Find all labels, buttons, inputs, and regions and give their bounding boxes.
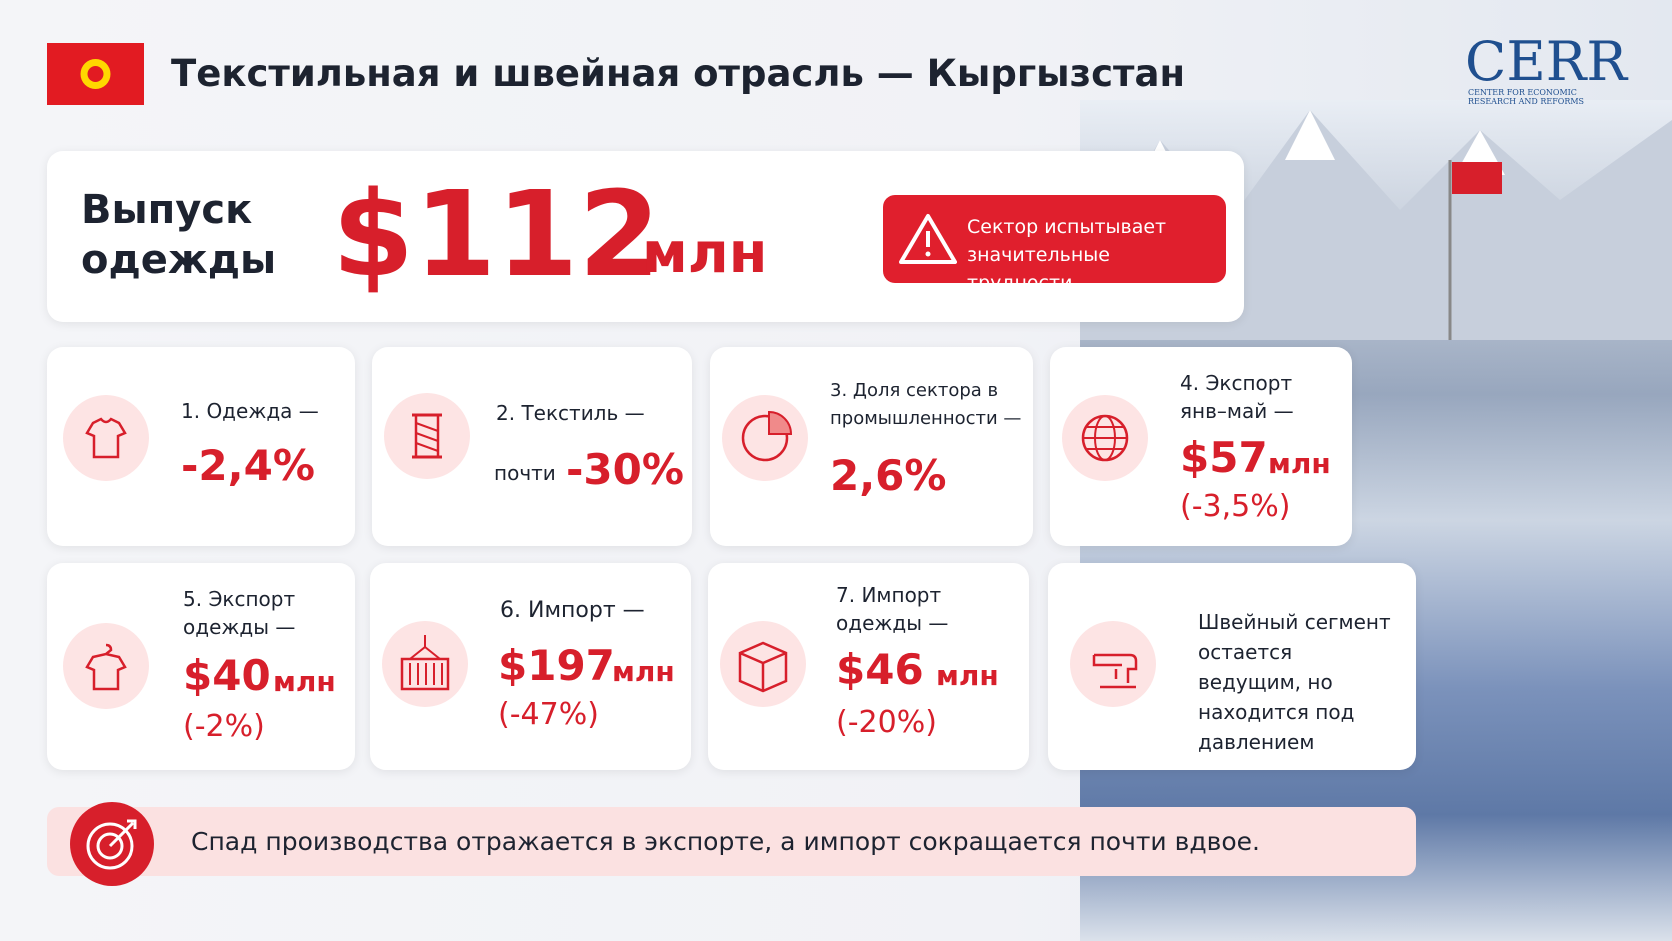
- card-unit: млн: [612, 655, 675, 688]
- stat-card: 4. Экспорт янв–май — $57 млн (-3,5%): [1050, 347, 1352, 546]
- card-unit: млн: [273, 665, 336, 698]
- flag: [47, 43, 144, 105]
- logo: CERR: [1465, 30, 1628, 93]
- card-unit: млн: [936, 659, 999, 692]
- stat-card: 2. Текстиль — почти -30%: [372, 347, 692, 546]
- hero-value: $112: [332, 165, 661, 303]
- hero-label: Выпуск одежды: [81, 187, 277, 283]
- card-label: 3. Доля сектора в промышленности —: [830, 380, 1022, 429]
- warning-icon: [899, 214, 957, 264]
- alert-box: Сектор испытывает значительные трудности: [883, 195, 1226, 294]
- card-value: $46: [836, 645, 924, 694]
- icon: [720, 621, 806, 707]
- stat-card: 1. Одежда — -2,4%: [47, 347, 355, 546]
- card-prefix: почти: [494, 461, 556, 485]
- icon: [63, 395, 149, 481]
- icon: [382, 621, 468, 707]
- hero-card: Выпуск одежды $112 млн Сектор испытывает…: [47, 151, 1244, 322]
- icon: [384, 393, 470, 479]
- card-change: (-2%): [183, 709, 265, 744]
- card-value: $57: [1180, 433, 1268, 482]
- card-unit: млн: [1268, 447, 1331, 480]
- card-value: $197: [498, 641, 615, 690]
- card-label: 4. Экспорт янв–май —: [1180, 371, 1294, 423]
- card-value: $40: [183, 651, 271, 700]
- footer-text: Спад производства отражается в экспорте,…: [191, 827, 1260, 856]
- target-icon: [70, 802, 154, 886]
- stat-card: 6. Импорт — $197 млн (-47%): [370, 563, 691, 770]
- logo-subtitle: CENTER FOR ECONOMIC RESEARCH AND REFORMS: [1468, 88, 1585, 106]
- hero-unit: млн: [642, 221, 768, 286]
- card-change: (-20%): [836, 705, 937, 740]
- card-value: -30%: [566, 445, 684, 494]
- info-card: Швейный сегмент остается ведущим, но нах…: [1048, 563, 1416, 770]
- card-value: 2,6%: [830, 451, 947, 500]
- card-label: 1. Одежда —: [181, 399, 319, 423]
- stat-card: 5. Экспорт одежды — $40 млн (-2%): [47, 563, 355, 770]
- info-text: Швейный сегмент остается ведущим, но нах…: [1198, 610, 1391, 754]
- icon: [1062, 395, 1148, 481]
- icon: [1070, 621, 1156, 707]
- card-change: (-47%): [498, 697, 599, 732]
- title: Текстильная и швейная отрасль — Кыргызст…: [171, 52, 1186, 95]
- icon: [722, 395, 808, 481]
- stat-card: 3. Доля сектора в промышленности — 2,6%: [710, 347, 1033, 546]
- card-label: 7. Импорт одежды —: [836, 583, 949, 635]
- card-label: 6. Импорт —: [500, 598, 645, 623]
- icon: [63, 623, 149, 709]
- alert-text: Сектор испытывает значительные трудности: [967, 216, 1167, 294]
- card-label: 5. Экспорт одежды —: [183, 587, 296, 639]
- card-value: -2,4%: [181, 441, 315, 490]
- card-label: 2. Текстиль —: [496, 401, 645, 425]
- stat-card: 7. Импорт одежды — $46 млн (-20%): [708, 563, 1029, 770]
- footer-bar: Спад производства отражается в экспорте,…: [47, 802, 1416, 886]
- card-change: (-3,5%): [1180, 489, 1291, 524]
